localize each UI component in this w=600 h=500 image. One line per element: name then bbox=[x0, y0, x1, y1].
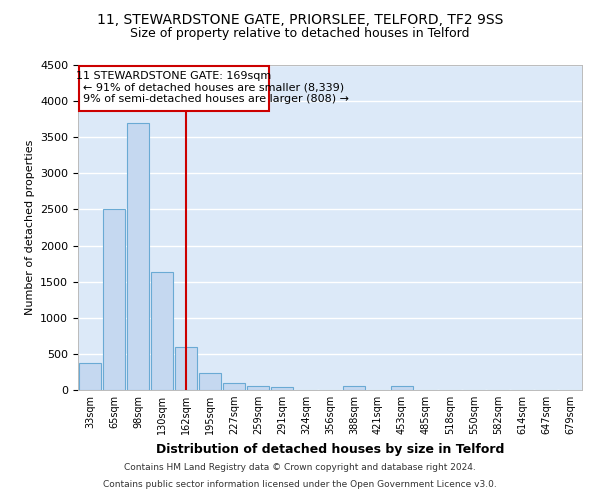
Text: Contains HM Land Registry data © Crown copyright and database right 2024.: Contains HM Land Registry data © Crown c… bbox=[124, 464, 476, 472]
Y-axis label: Number of detached properties: Number of detached properties bbox=[25, 140, 35, 315]
Bar bbox=[127, 123, 149, 390]
Text: 9% of semi-detached houses are larger (808) →: 9% of semi-detached houses are larger (8… bbox=[83, 94, 349, 104]
Text: ← 91% of detached houses are smaller (8,339): ← 91% of detached houses are smaller (8,… bbox=[83, 82, 344, 92]
Bar bbox=[175, 346, 197, 390]
Bar bbox=[79, 66, 269, 110]
Text: 11 STEWARDSTONE GATE: 169sqm: 11 STEWARDSTONE GATE: 169sqm bbox=[76, 71, 272, 81]
Bar bbox=[151, 272, 173, 390]
Text: Size of property relative to detached houses in Telford: Size of property relative to detached ho… bbox=[130, 28, 470, 40]
Bar bbox=[391, 386, 413, 390]
Bar bbox=[79, 364, 101, 390]
Text: Contains public sector information licensed under the Open Government Licence v3: Contains public sector information licen… bbox=[103, 480, 497, 489]
X-axis label: Distribution of detached houses by size in Telford: Distribution of detached houses by size … bbox=[156, 442, 504, 456]
Bar bbox=[271, 387, 293, 390]
Bar bbox=[103, 210, 125, 390]
Bar bbox=[223, 383, 245, 390]
Bar bbox=[247, 386, 269, 390]
Bar bbox=[343, 386, 365, 390]
Bar bbox=[199, 374, 221, 390]
Text: 11, STEWARDSTONE GATE, PRIORSLEE, TELFORD, TF2 9SS: 11, STEWARDSTONE GATE, PRIORSLEE, TELFOR… bbox=[97, 12, 503, 26]
